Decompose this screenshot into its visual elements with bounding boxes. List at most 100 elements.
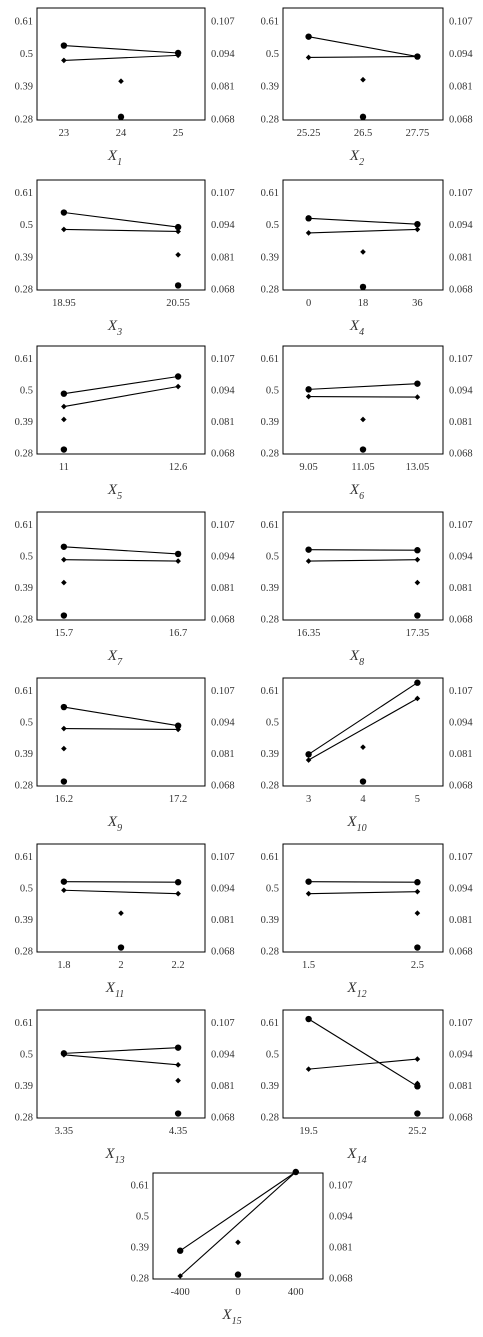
left-tick-label: 0.28 [15,1112,33,1123]
right-tick-label: 0.107 [449,520,473,531]
diamond-marker [175,383,181,390]
left-tick-label: 0.61 [15,188,33,199]
series-line-2 [308,1058,418,1070]
plot-frame [36,345,206,455]
circle-marker [305,33,312,40]
right-tick-label: 0.094 [211,717,235,728]
right-tick-label: 0.068 [449,114,473,125]
right-tick-label: 0.081 [211,749,235,760]
diamond-marker [305,230,312,236]
left-tick-label: 0.61 [261,354,279,365]
series-line-1 [308,549,418,551]
x-tick-label: 25 [173,128,184,139]
plot-frame [282,511,444,621]
circle-marker [305,546,312,553]
x-axis-label-subscript: 8 [359,657,364,668]
x-axis-label-subscript: 2 [359,157,364,168]
circle-marker [414,547,421,554]
plot-frame [36,1009,206,1119]
x-tick-label: 23 [59,128,70,139]
series-line-2 [308,56,418,58]
right-tick-label: 0.081 [449,417,473,428]
left-tick-label: 0.61 [261,852,279,863]
x-axis-label: X4 [349,318,364,338]
x-tick-label: 13.05 [406,462,430,473]
x-axis-label-subscript: 4 [359,327,364,338]
series-line-2 [63,228,179,233]
left-tick-label: 0.5 [20,1049,33,1060]
right-tick-label: 0.081 [449,915,473,926]
right-tick-label: 0.107 [211,354,235,365]
right-tick-label: 0.068 [329,1273,353,1284]
left-tick-label: 0.5 [20,385,33,396]
diamond-marker [175,726,181,733]
right-tick-label: 0.107 [211,852,235,863]
diamond-marker [61,226,67,233]
left-tick-label: 0.5 [266,883,279,894]
circle-marker [359,283,367,291]
x-tick-label: 18.95 [52,298,76,309]
right-tick-label: 0.068 [449,780,473,791]
circle-marker [414,1083,421,1090]
x-tick-label: 12.6 [169,462,187,473]
x-axis-label: X2 [349,148,364,168]
diamond-marker [61,725,67,732]
left-tick-label: 0.61 [15,520,33,531]
left-tick-label: 0.39 [15,915,33,926]
left-tick-label: 0.39 [15,583,33,594]
x-tick-label: 11 [59,462,69,473]
right-tick-label: 0.094 [449,385,473,396]
series-line-2 [63,559,179,562]
diamond-marker [118,910,124,916]
chart-panel-12: 0.61 0.5 0.39 0.28 0.107 0.094 0.081 0.068 1.5 2.… [261,843,473,1000]
x-axis-label-subscript: 3 [116,327,122,338]
chart-panel-13: 0.61 0.5 0.39 0.28 0.107 0.094 0.081 0.068 3.35 4… [15,1009,235,1166]
x-tick-label: 400 [288,1287,304,1298]
right-tick-label: 0.081 [449,1081,473,1092]
x-tick-label: 17.35 [406,628,430,639]
x-axis-label: X7 [107,648,123,668]
diamond-marker [61,556,67,563]
series-line-1 [63,546,179,555]
plot-frame [282,345,444,455]
right-tick-label: 0.107 [211,16,235,27]
left-tick-label: 0.39 [15,252,33,263]
diamond-marker [305,558,312,564]
left-tick-label: 0.61 [261,686,279,697]
x-axis-label-subscript: 10 [357,823,367,834]
circle-marker [174,722,182,729]
diamond-marker [175,252,181,258]
series-line-1 [63,211,179,228]
series-line-1 [63,375,179,395]
x-tick-label: 16.35 [297,628,321,639]
diamond-marker [61,403,67,410]
diamond-marker [414,1056,421,1062]
chart-panel-3: 0.61 0.5 0.39 0.28 0.107 0.094 0.081 0.068 18.95… [15,179,235,338]
chart-panel-1: 0.61 0.5 0.39 0.28 0.107 0.094 0.081 0.068 23 24 2… [15,7,235,168]
plot-frame [36,843,206,953]
left-tick-label: 0.39 [261,82,279,93]
x-tick-label: 17.2 [169,794,187,805]
plot-frame [282,843,444,953]
circle-marker [414,380,421,387]
circle-marker [174,282,182,289]
left-tick-label: 0.39 [15,749,33,760]
series-line-2 [308,228,418,234]
circle-marker [305,215,312,222]
x-axis-label: X11 [105,980,124,1000]
left-tick-label: 0.39 [15,417,33,428]
diamond-marker [61,887,67,894]
circle-marker [359,778,367,785]
diamond-marker [61,745,67,752]
series-line-1 [63,1047,179,1054]
x-tick-label: 0 [235,1287,240,1298]
right-tick-label: 0.068 [449,1112,473,1123]
left-tick-label: 0.5 [266,717,279,728]
chart-panel-15: 0.61 0.5 0.39 0.28 0.107 0.094 0.081 0.068 -400 0… [131,1168,353,1327]
x-tick-label: -400 [171,1287,190,1298]
x-axis-label-subscript: 1 [117,157,122,168]
x-tick-label: 25.25 [297,128,321,139]
chart-panel-7: 0.61 0.5 0.39 0.28 0.107 0.094 0.081 0.068 15.7 1… [15,511,235,668]
left-tick-label: 0.39 [261,583,279,594]
